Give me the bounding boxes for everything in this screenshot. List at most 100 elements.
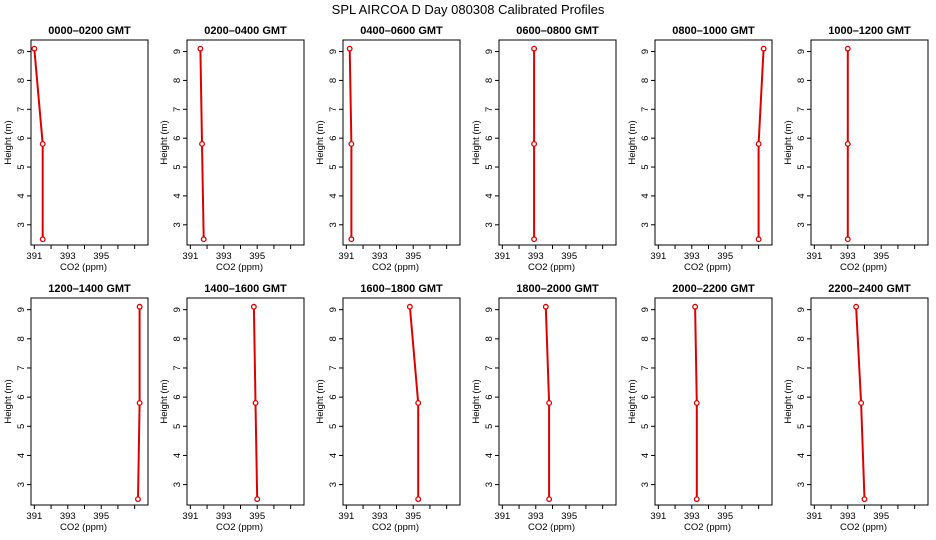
y-tick-label: 7: [328, 107, 339, 112]
y-axis-label: Height (m): [3, 379, 14, 423]
y-tick-label: 4: [640, 193, 651, 198]
x-tick-label: 393: [528, 251, 544, 262]
data-point: [200, 236, 207, 243]
data-point: [693, 400, 700, 406]
panel-title: 2000–2200 GMT: [672, 283, 755, 295]
data-point: [136, 303, 143, 310]
y-tick-label: 7: [172, 365, 183, 370]
x-tick-label: 391: [338, 251, 354, 262]
panel-title: 1200–1400 GMT: [48, 283, 131, 295]
y-tick-label: 9: [640, 49, 651, 54]
data-point: [546, 400, 553, 406]
x-axis-label: CO2 (ppm): [372, 262, 419, 273]
x-tick-label: 393: [216, 511, 232, 522]
data-point: [755, 236, 762, 243]
plot-frame: [186, 297, 305, 506]
panel-title: 1800–2000 GMT: [516, 283, 599, 295]
y-tick-label: 9: [484, 307, 495, 312]
x-tick-label: 395: [93, 251, 109, 262]
data-point: [760, 45, 767, 52]
data-point: [542, 303, 549, 310]
x-tick-label: 393: [216, 251, 232, 262]
y-tick-label: 9: [640, 307, 651, 312]
data-point: [531, 140, 538, 147]
y-tick-label: 3: [172, 222, 183, 227]
y-tick-label: 7: [484, 365, 495, 370]
y-tick-label: 7: [328, 365, 339, 370]
y-tick-label: 6: [796, 394, 807, 399]
panel-title: 2200–2400 GMT: [828, 283, 911, 295]
y-tick-label: 8: [16, 336, 27, 341]
y-tick-label: 5: [484, 424, 495, 429]
panel-title: 1000–1200 GMT: [828, 25, 911, 37]
x-tick-label: 395: [249, 511, 265, 522]
y-axis-label: Height (m): [315, 120, 326, 164]
y-tick-label: 8: [484, 336, 495, 341]
y-tick-label: 4: [16, 453, 27, 458]
x-tick-label: 391: [494, 511, 510, 522]
y-tick-label: 7: [796, 107, 807, 112]
y-tick-label: 9: [172, 49, 183, 54]
x-tick-label: 395: [93, 511, 109, 522]
y-tick-label: 8: [328, 78, 339, 83]
data-point: [844, 140, 851, 147]
data-point: [415, 400, 422, 406]
y-axis-label: Height (m): [471, 120, 482, 164]
y-tick-label: 9: [796, 307, 807, 312]
y-tick-label: 5: [796, 164, 807, 169]
y-tick-label: 5: [328, 164, 339, 169]
y-tick-label: 6: [328, 136, 339, 141]
x-axis-label: CO2 (ppm): [528, 262, 575, 273]
y-tick-label: 9: [328, 307, 339, 312]
y-tick-label: 7: [172, 107, 183, 112]
x-tick-label: 393: [684, 251, 700, 262]
x-tick-label: 391: [338, 511, 354, 522]
x-axis-label: CO2 (ppm): [372, 522, 419, 533]
y-axis-label: Height (m): [783, 379, 794, 423]
y-axis-label: Height (m): [3, 120, 14, 164]
panel-title: 1600–1800 GMT: [360, 283, 443, 295]
plot-frame: [498, 297, 617, 506]
y-tick-label: 7: [796, 365, 807, 370]
x-tick-label: 395: [873, 511, 889, 522]
data-point: [250, 303, 257, 310]
y-tick-label: 9: [16, 49, 27, 54]
y-tick-label: 8: [16, 78, 27, 83]
y-tick-label: 8: [796, 78, 807, 83]
y-tick-label: 7: [484, 107, 495, 112]
x-tick-label: 391: [26, 511, 42, 522]
x-axis-label: CO2 (ppm): [684, 262, 731, 273]
panel-title: 1400–1600 GMT: [204, 283, 287, 295]
y-axis-label: Height (m): [783, 120, 794, 164]
x-tick-label: 395: [873, 251, 889, 262]
y-tick-label: 4: [484, 193, 495, 198]
plot-frame: [30, 297, 149, 506]
x-tick-label: 391: [650, 511, 666, 522]
plot-frame: [654, 297, 773, 506]
y-tick-label: 8: [328, 336, 339, 341]
y-tick-label: 6: [172, 136, 183, 141]
panel-title: 0200–0400 GMT: [204, 25, 287, 37]
y-axis-label: Height (m): [471, 379, 482, 423]
data-point: [415, 496, 422, 503]
data-point: [348, 236, 355, 243]
y-tick-label: 3: [640, 222, 651, 227]
x-tick-label: 395: [717, 511, 733, 522]
data-point: [39, 236, 46, 243]
y-tick-label: 9: [328, 49, 339, 54]
data-point: [693, 496, 700, 503]
y-tick-label: 5: [172, 424, 183, 429]
data-point: [546, 496, 553, 503]
plot-frame: [810, 297, 929, 506]
x-tick-label: 393: [528, 511, 544, 522]
y-tick-label: 6: [16, 394, 27, 399]
y-tick-label: 7: [640, 365, 651, 370]
